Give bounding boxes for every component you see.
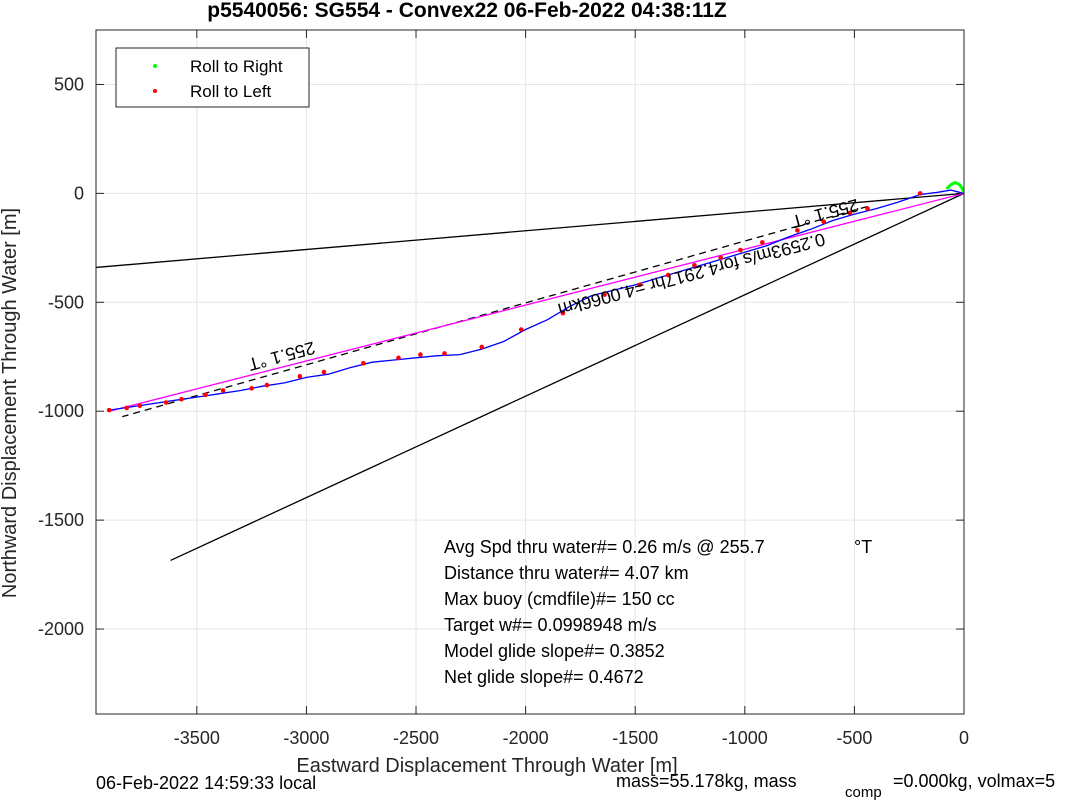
legend: Roll to Right Roll to Left xyxy=(115,47,310,108)
roll-left-point-9 xyxy=(665,272,671,278)
roll-left-point-3 xyxy=(821,219,827,224)
x-tick-label-4: -1500 xyxy=(612,728,658,748)
plot-frame xyxy=(95,29,965,715)
y-tick-label-0: 500 xyxy=(54,74,84,94)
legend-roll-left: Roll to Left xyxy=(190,82,272,101)
y-tick-label-5: -2000 xyxy=(38,619,84,639)
x-tick-label-3: -2000 xyxy=(503,728,549,748)
annotation-target-w: Target w#= 0.0998948 m/s xyxy=(444,615,657,635)
roll-left-point-21 xyxy=(264,382,270,388)
x-tick-label-5: -1000 xyxy=(722,728,768,748)
roll-left-point-5 xyxy=(760,240,765,245)
track-line xyxy=(109,189,964,411)
reference-line-1 xyxy=(170,192,964,562)
reference-line-2 xyxy=(122,205,868,418)
x-tick-label-6: -500 xyxy=(836,728,872,748)
roll-left-point-8 xyxy=(692,262,697,268)
x-tick-label-7: 0 xyxy=(959,728,969,748)
roll-left-point-7 xyxy=(718,255,723,260)
roll-left-point-2 xyxy=(847,210,853,216)
roll-left-point-20 xyxy=(297,374,303,379)
footer-mass-subscript: comp xyxy=(845,784,882,801)
footer-mass-rest: =0.000kg, volmax=5 xyxy=(893,771,1055,791)
x-tick-label-0: -3500 xyxy=(174,728,220,748)
roll-left-point-10 xyxy=(637,282,642,288)
annotation-net-glide: Net glide slope#= 0.4672 xyxy=(444,667,644,687)
roll-left-point-22 xyxy=(249,386,254,391)
roll-right-arc xyxy=(945,180,964,193)
chart-title: p5540056: SG554 - Convex22 06-Feb-2022 0… xyxy=(207,0,727,22)
annotation-model-glide: Model glide slope#= 0.3852 xyxy=(444,641,665,661)
annotation-avg-speed: Avg Spd thru water#= 0.26 m/s @ 255.7 xyxy=(444,537,765,557)
footer-mass: mass=55.178kg, mass xyxy=(616,771,797,791)
legend-marker-roll-left xyxy=(153,89,157,93)
y-tick-label-2: -500 xyxy=(48,292,84,312)
roll-left-point-17 xyxy=(396,355,401,361)
reference-line-3 xyxy=(108,192,964,412)
roll-left-point-27 xyxy=(137,403,143,409)
roll-left-point-6 xyxy=(738,247,743,253)
legend-box xyxy=(115,47,310,108)
annotation-degree-unit: °T xyxy=(854,537,872,557)
roll-left-point-15 xyxy=(442,351,447,356)
roll-left-point-25 xyxy=(179,396,184,402)
footer-local-time: 06-Feb-2022 14:59:33 local xyxy=(96,773,316,793)
y-axis-label: Northward Displacement Through Water [m] xyxy=(0,208,21,598)
footer: 06-Feb-2022 14:59:33 local mass=55.178kg… xyxy=(96,771,1055,801)
roll-left-point-19 xyxy=(321,369,327,375)
annotation-max-buoy: Max buoy (cmdfile)#= 150 cc xyxy=(444,589,675,609)
grid-lines xyxy=(96,30,965,714)
reference-line-0 xyxy=(96,192,964,269)
x-axis-ticks: -3500 -3000 -2500 -2000 -1500 -1000 -500 0 xyxy=(174,30,969,748)
annotation-block: Avg Spd thru water#= 0.26 m/s @ 255.7 °T… xyxy=(444,537,872,687)
series-layer xyxy=(106,180,964,413)
reference-lines xyxy=(96,192,964,562)
y-axis-ticks: 500 0 -500 -1000 -1500 -2000 xyxy=(38,74,964,639)
roll-left-point-11 xyxy=(602,292,607,297)
roll-left-point-0 xyxy=(917,191,923,196)
x-tick-label-2: -2500 xyxy=(393,728,439,748)
roll-left-point-12 xyxy=(560,310,566,316)
plot-area xyxy=(96,30,964,714)
roll-left-point-13 xyxy=(518,327,524,332)
roll-left-point-28 xyxy=(124,405,129,411)
annotation-distance: Distance thru water#= 4.07 km xyxy=(444,563,689,583)
roll-left-point-29 xyxy=(106,407,112,413)
y-tick-label-4: -1500 xyxy=(38,510,84,530)
roll-left-point-4 xyxy=(795,228,800,233)
y-tick-label-3: -1000 xyxy=(38,401,84,421)
legend-roll-right: Roll to Right xyxy=(190,57,283,76)
roll-left-point-18 xyxy=(361,360,366,366)
roll-left-point-26 xyxy=(163,400,169,405)
x-axis-label: Eastward Displacement Through Water [m] xyxy=(296,755,677,777)
roll-left-point-1 xyxy=(865,206,870,211)
roll-left-point-23 xyxy=(220,388,226,393)
y-tick-label-1: 0 xyxy=(74,183,84,203)
roll-left-point-16 xyxy=(418,352,423,357)
roll-left-point-24 xyxy=(203,392,208,398)
roll-left-point-14 xyxy=(479,344,485,350)
x-tick-label-1: -3000 xyxy=(283,728,329,748)
legend-marker-roll-right xyxy=(153,64,157,68)
